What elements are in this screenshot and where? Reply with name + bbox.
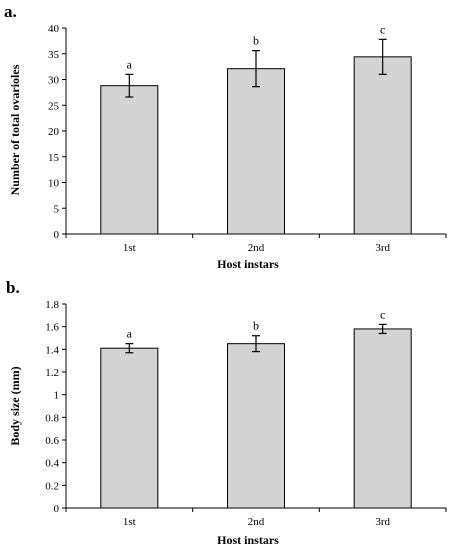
panel-label: b. bbox=[6, 278, 20, 297]
significance-letter: b bbox=[253, 319, 259, 333]
bar bbox=[100, 347, 159, 509]
bar bbox=[353, 56, 412, 235]
bar bbox=[227, 343, 285, 509]
y-tick-label: 1.4 bbox=[45, 344, 59, 356]
y-tick-label: 1.8 bbox=[45, 299, 59, 311]
y-tick-label: 20 bbox=[48, 126, 60, 138]
panel-label: a. bbox=[4, 2, 17, 21]
bar bbox=[353, 328, 412, 509]
x-tick-label: 2nd bbox=[248, 242, 265, 254]
y-tick-label: 1.6 bbox=[45, 322, 59, 334]
y-axis-title: Body size (mm) bbox=[8, 366, 22, 445]
y-tick-label: 1 bbox=[54, 390, 60, 402]
y-tick-label: 15 bbox=[48, 152, 60, 164]
y-tick-label: 5 bbox=[54, 203, 60, 215]
y-tick-label: 40 bbox=[48, 23, 60, 35]
y-tick-label: 0 bbox=[54, 503, 60, 515]
x-tick-label: 1st bbox=[123, 516, 136, 528]
x-tick-label: 3rd bbox=[375, 516, 390, 528]
y-tick-label: 0.8 bbox=[45, 412, 59, 424]
y-tick-label: 0.2 bbox=[45, 480, 59, 492]
x-tick-label: 2nd bbox=[248, 516, 265, 528]
x-axis-title: Host instars bbox=[217, 257, 279, 271]
y-axis-title: Number of total ovarioles bbox=[8, 64, 22, 195]
significance-letter: c bbox=[380, 307, 385, 321]
y-tick-label: 0.4 bbox=[45, 458, 59, 470]
y-tick-label: 30 bbox=[48, 75, 60, 87]
significance-letter: b bbox=[253, 34, 259, 48]
chart-panel-b: b. Host instars Body size (mm) 0 0.2 0.4 0.… bbox=[6, 278, 447, 547]
significance-letter: a bbox=[127, 327, 133, 341]
x-tick-label: 3rd bbox=[375, 242, 390, 254]
bar bbox=[227, 68, 285, 235]
y-tick-label: 0 bbox=[54, 229, 60, 241]
y-tick-label: 25 bbox=[48, 100, 60, 112]
x-axis-title: Host instars bbox=[217, 533, 279, 547]
y-tick-label: 0.6 bbox=[45, 435, 59, 447]
y-tick-label: 1.2 bbox=[45, 367, 59, 379]
x-tick-label: 1st bbox=[123, 242, 136, 254]
significance-letter: c bbox=[380, 22, 385, 36]
chart-panel-a: a. Host instars Number of total ovariole… bbox=[4, 2, 447, 271]
y-tick-label: 35 bbox=[48, 49, 60, 61]
significance-letter: a bbox=[127, 57, 133, 71]
y-tick-label: 10 bbox=[48, 178, 60, 190]
bar bbox=[100, 85, 159, 235]
